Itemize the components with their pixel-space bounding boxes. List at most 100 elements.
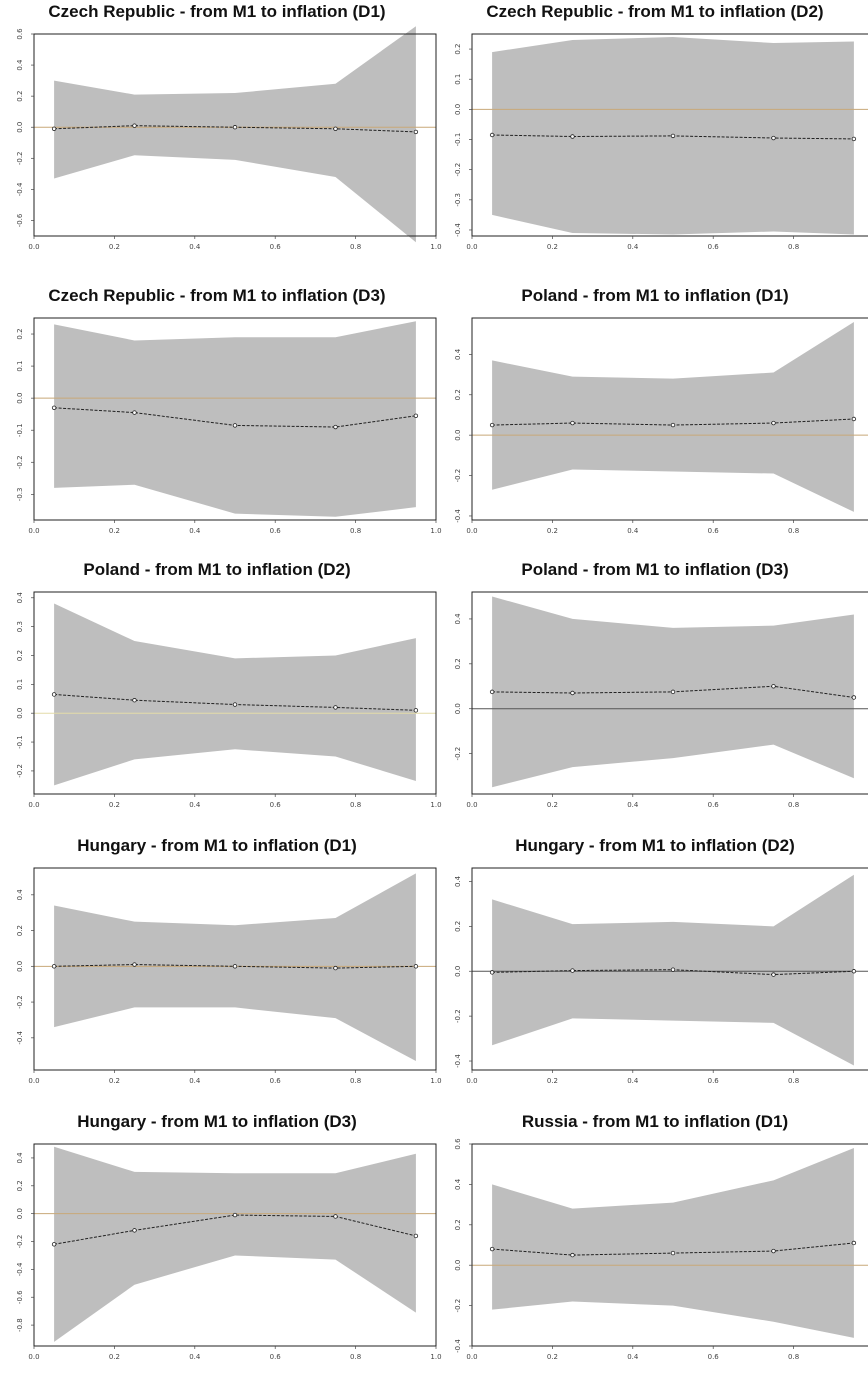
y-tick-label: -0.4 — [454, 1339, 462, 1353]
plot-frame — [471, 591, 868, 795]
y-tick-label: -0.2 — [16, 1235, 24, 1249]
x-tick-label: 0.2 — [547, 1077, 558, 1085]
y-tick-label: -0.1 — [454, 133, 462, 147]
x-tick-label: 0.6 — [708, 527, 720, 535]
y-tick-label: 0.0 — [16, 122, 24, 133]
y-tick-label: -0.2 — [454, 747, 462, 761]
x-tick-label: 0.0 — [466, 527, 477, 535]
chart-panel: Poland - from M1 to inflation (D2) 0.0 0.2… — [2, 558, 442, 830]
data-point — [132, 123, 137, 128]
y-tick-label: 0.0 — [16, 961, 24, 972]
x-tick-label: 0.2 — [109, 1077, 120, 1085]
x-tick-label: 0.8 — [350, 1077, 361, 1085]
y-tick-label: -0.2 — [16, 764, 24, 778]
data-point — [670, 133, 676, 139]
x-tick-label: 0.8 — [350, 527, 361, 535]
y-tick-label: 0.4 — [16, 592, 24, 604]
chart-svg: 0.00.20.40.60.81.0-0.4-0.3-0.2-0.10.00.1… — [454, 33, 868, 251]
chart-panel: Czech Republic - from M1 to inflation (D… — [440, 0, 868, 272]
y-tick-label: -0.3 — [16, 488, 24, 502]
x-tick-label: 1.0 — [430, 1353, 441, 1361]
y-tick-label: 0.2 — [454, 389, 462, 400]
y-tick-label: 0.0 — [454, 430, 462, 441]
y-tick-label: -0.8 — [16, 1318, 24, 1332]
chart-title: Poland - from M1 to inflation (D1) — [521, 286, 789, 305]
y-tick-label: 0.1 — [16, 361, 24, 372]
data-point — [851, 416, 857, 422]
chart-panel: Poland - from M1 to inflation (D3) 0.0 0.2… — [440, 558, 868, 830]
y-tick-label: 0.2 — [454, 44, 462, 55]
confidence-band — [54, 26, 416, 243]
chart-title: Hungary - from M1 to inflation (D1) — [77, 836, 357, 855]
data-point — [570, 1252, 575, 1258]
data-point — [851, 695, 857, 700]
x-tick-label: 0.8 — [350, 1353, 361, 1361]
x-tick-label: 0.8 — [788, 243, 799, 251]
data-point — [670, 967, 676, 972]
chart-title: Poland - from M1 to inflation (D3) — [521, 560, 789, 579]
chart-svg: 0.0 0.2 0.4 0.6 0.8 1.0 -0.2 -0.1 0.0 0.1 0.2 0.3 0.… — [16, 591, 442, 809]
chart-title: Russia - from M1 to inflation (D1) — [521, 1112, 789, 1131]
data-point — [851, 136, 857, 142]
plot-frame — [471, 867, 868, 1071]
y-tick-label: 0.3 — [16, 621, 24, 632]
chart-panel: Hungary - from M1 to inflation (D3) 0.0 0.… — [2, 1110, 442, 1382]
y-tick-label: -0.2 — [16, 151, 24, 165]
plot-frame — [471, 317, 868, 521]
data-point — [771, 1248, 776, 1254]
x-tick-label: 0.6 — [270, 1353, 282, 1361]
y-tick-label: -0.2 — [454, 469, 462, 483]
chart-svg: 0.00.20.40.60.81.0-0.4-0.20.00.20.4 — [454, 867, 868, 1085]
data-point — [489, 132, 495, 138]
x-tick-label: 0.4 — [189, 1077, 201, 1085]
data-point — [489, 689, 495, 695]
y-tick-label: -0.3 — [454, 193, 462, 207]
x-tick-label: 0.4 — [189, 1353, 201, 1361]
data-point — [570, 968, 575, 973]
chart-svg: 0.00.20.40.60.81.0-0.20.00.20.4 — [454, 591, 868, 809]
y-tick-label: -0.2 — [16, 455, 24, 469]
x-tick-label: 0.8 — [350, 243, 361, 251]
y-tick-label: -0.6 — [16, 213, 24, 227]
y-tick-label: 0.4 — [454, 348, 462, 360]
data-point — [570, 690, 575, 696]
plot-frame — [33, 33, 437, 237]
confidence-band — [54, 1146, 416, 1342]
x-tick-label: 0.4 — [627, 243, 639, 251]
x-tick-label: 0.2 — [109, 243, 120, 251]
x-tick-label: 0.0 — [28, 527, 39, 535]
x-tick-label: 0.4 — [189, 801, 201, 809]
confidence-band — [492, 1148, 854, 1338]
y-tick-label: 0.4 — [454, 1178, 462, 1190]
y-tick-label: 0.0 — [16, 393, 24, 404]
y-tick-label: 0.6 — [454, 1138, 462, 1150]
y-tick-label: -0.1 — [16, 735, 24, 749]
data-point — [333, 126, 338, 131]
x-tick-label: 0.0 — [466, 1353, 477, 1361]
x-tick-label: 0.4 — [627, 527, 639, 535]
x-tick-label: 0.8 — [788, 527, 799, 535]
x-tick-label: 0.2 — [547, 1353, 558, 1361]
x-tick-label: 1.0 — [430, 527, 441, 535]
data-point — [771, 135, 776, 141]
y-tick-label: 0.2 — [454, 658, 462, 669]
data-point — [232, 125, 238, 130]
data-point — [132, 410, 137, 415]
y-tick-label: -0.4 — [454, 223, 462, 237]
chart-panel: Hungary - from M1 to inflation (D2) 0.0 0.… — [440, 834, 868, 1106]
data-point — [771, 972, 776, 977]
chart-title: Hungary - from M1 to inflation (D3) — [77, 1112, 357, 1131]
y-tick-label: 0.4 — [454, 613, 462, 625]
plot-frame — [33, 591, 437, 795]
data-point — [51, 405, 57, 410]
y-tick-label: 0.6 — [16, 28, 24, 40]
chart-svg: 0.0 0.2 0.4 0.6 0.8 1.0 -0.6 -0.4 -0.2 0.0 0.2 0.4 0… — [16, 26, 442, 251]
data-point — [670, 1250, 676, 1256]
x-tick-label: 0.6 — [708, 1353, 720, 1361]
x-tick-label: 0.0 — [466, 801, 477, 809]
data-point — [413, 129, 419, 135]
y-tick-label: -0.2 — [16, 995, 24, 1009]
y-tick-label: -0.2 — [454, 1299, 462, 1313]
y-tick-label: 0.4 — [16, 889, 24, 901]
data-point — [333, 705, 338, 710]
